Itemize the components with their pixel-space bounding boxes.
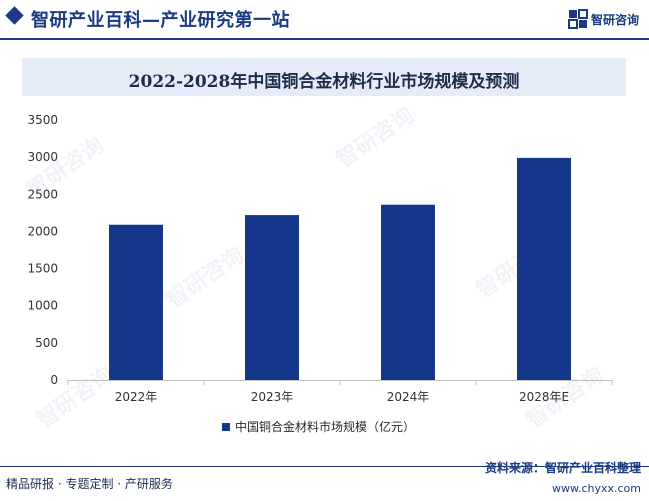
chart-title: 2022-2028年中国铜合金材料行业市场规模及预测 — [128, 72, 520, 92]
chart-title-band: 2022-2028年中国铜合金材料行业市场规模及预测 — [22, 58, 626, 96]
diamond-icon — [5, 6, 24, 25]
x-tick-label: 2028年E — [519, 390, 569, 404]
header-title: 智研产业百科—产业研究第一站 — [31, 10, 290, 31]
y-tick-label: 2000 — [27, 224, 58, 238]
footer-divider — [0, 466, 649, 467]
footer-source-block: 资料来源：智研产业百科整理 www.chyxx.com — [485, 459, 641, 495]
legend-swatch — [222, 422, 230, 431]
y-tick-label: 0 — [50, 373, 58, 387]
chart-legend: 中国铜合金材料市场规模（亿元） — [222, 418, 415, 435]
website-link[interactable]: www.chyxx.com — [551, 482, 641, 495]
data-source: 资料来源：智研产业百科整理 — [484, 461, 641, 475]
y-tick-label: 2500 — [27, 187, 58, 201]
header-divider — [0, 38, 649, 40]
zhiyan-logo-icon — [567, 9, 588, 29]
y-tick-label: 1000 — [27, 299, 58, 313]
y-tick-label: 3000 — [27, 150, 58, 164]
x-tick-label: 2022年 — [115, 390, 158, 404]
bar — [381, 204, 435, 380]
bar — [109, 224, 163, 380]
y-tick-label: 3500 — [27, 113, 58, 127]
y-tick-label: 1500 — [27, 262, 58, 276]
page-header: 智研产业百科—产业研究第一站 智研咨询 — [0, 0, 649, 40]
x-tick-label: 2023年 — [251, 390, 294, 404]
bar — [517, 157, 571, 380]
y-tick-label: 500 — [35, 336, 58, 350]
legend-label: 中国铜合金材料市场规模（亿元） — [235, 420, 416, 434]
x-tick-label: 2024年 — [387, 390, 430, 404]
brand-logo[interactable]: 智研咨询 — [567, 9, 639, 29]
logo-text: 智研咨询 — [590, 12, 639, 27]
bar-chart: 0 500 1000 1500 2000 2500 3000 3500 2022年 2023年 20… — [27, 113, 613, 404]
footer-services: 精品研报 · 专题定制 · 产研服务 — [6, 477, 173, 491]
bar — [245, 215, 299, 380]
